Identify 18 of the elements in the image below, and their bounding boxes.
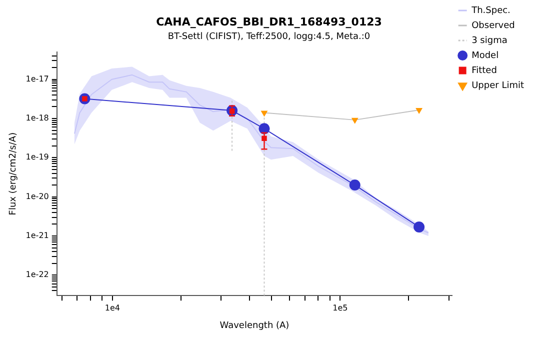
x-tick-label: 1e4: [104, 303, 120, 312]
x-axis-title: Wavelength (A): [220, 320, 290, 331]
chart-subtitle: BT-Settl (CIFIST), Teff:2500, logg:4.5, Meta.:0: [168, 32, 370, 42]
y-tick-label: 1e-18: [26, 114, 49, 123]
legend-label: Upper Limit: [472, 80, 524, 91]
legend-label: 3 sigma: [472, 36, 508, 46]
legend-label: Fitted: [472, 66, 497, 76]
legend-label: Model: [472, 50, 499, 61]
y-tick-label: 1e-17: [26, 74, 49, 84]
y-tick-label: 1e-22: [26, 270, 49, 280]
legend-label: Observed: [472, 20, 515, 31]
y-tick-label: 1e-19: [26, 152, 49, 162]
y-tick-label: 1e-20: [26, 192, 49, 201]
y-tick-label: 1e-21: [26, 231, 49, 240]
y-axis-title: Flux (erg/cm2/s/A): [8, 132, 19, 216]
x-tick-label: 1e5: [332, 303, 348, 312]
legend-label: Th.Spec.: [470, 6, 510, 16]
chart-title: CAHA_CAFOS_BBI_DR1_168493_0123: [156, 15, 382, 28]
